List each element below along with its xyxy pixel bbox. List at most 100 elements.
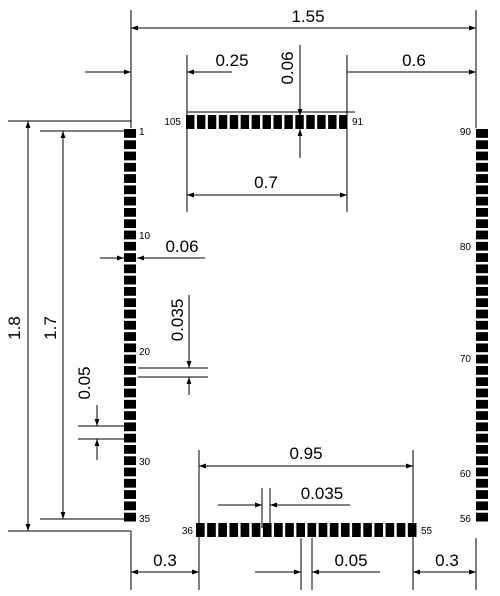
pad-bottom-6 <box>251 523 261 537</box>
pad-bottom-17 <box>374 523 384 537</box>
pad-top-15 <box>339 115 348 129</box>
pin-label-36: 36 <box>182 526 194 537</box>
pad-left-20 <box>124 343 136 353</box>
pad-bottom-15 <box>352 523 361 537</box>
pad-right-27 <box>476 422 488 432</box>
pad-bottom-13 <box>329 523 339 537</box>
pad-bottom-9 <box>285 523 294 537</box>
pad-bottom-7 <box>262 523 272 537</box>
pad-bottom-8 <box>274 523 283 537</box>
pad-right-1 <box>476 129 488 138</box>
pad-right-14 <box>476 275 488 285</box>
pad-left-21 <box>124 354 136 364</box>
pad-left-23 <box>124 377 136 387</box>
pad-left-5 <box>124 174 136 183</box>
pad-left-17 <box>124 309 136 319</box>
pad-bottom-20 <box>407 523 417 537</box>
pad-right-26 <box>476 411 488 420</box>
pad-right-30 <box>476 456 488 466</box>
dim-left-column-span: 1.7 <box>41 316 60 340</box>
dim-right-offset-top: 0.6 <box>402 51 426 70</box>
pad-bottom-10 <box>296 523 305 537</box>
pad-right-2 <box>476 140 488 150</box>
pad-right-20 <box>476 343 488 353</box>
pad-left-24 <box>124 388 136 398</box>
dim-total-height: 1.8 <box>5 316 24 340</box>
pad-left-22 <box>124 366 136 375</box>
pad-right-24 <box>476 388 488 398</box>
pad-right-35 <box>476 512 488 522</box>
pad-bottom-16 <box>363 523 372 537</box>
pad-bottom-11 <box>307 523 317 537</box>
pin-label-30: 30 <box>139 457 151 468</box>
dim-pad-gap: 0.035 <box>168 299 187 342</box>
pad-left-15 <box>124 287 136 296</box>
pad-left-35 <box>124 512 136 522</box>
pad-right-29 <box>476 445 488 454</box>
dim-pad-length-top: 0.06 <box>278 51 297 84</box>
pad-left-33 <box>124 490 136 499</box>
pad-left-2 <box>124 140 136 150</box>
pin-label-80: 80 <box>460 242 472 253</box>
pad-right-8 <box>476 208 488 217</box>
pad-top-5 <box>229 115 239 129</box>
pad-left-7 <box>124 196 136 206</box>
dim-right-offset-bottom: 0.3 <box>435 551 459 570</box>
pad-right-6 <box>476 185 488 195</box>
pad-left-6 <box>124 185 136 195</box>
pad-array <box>124 115 488 537</box>
pin-label-35: 35 <box>139 514 151 525</box>
dim-pad-gap-bottom: 0.035 <box>301 484 344 503</box>
pad-left-29 <box>124 445 136 454</box>
dim-total-width: 1.55 <box>291 7 324 26</box>
dimension-values: 1.55 0.25 0.06 0.6 0.7 0.06 0.035 1.8 1.… <box>5 7 459 570</box>
pad-left-11 <box>124 241 136 251</box>
pad-left-12 <box>124 253 136 262</box>
pad-left-26 <box>124 411 136 420</box>
pad-right-15 <box>476 287 488 296</box>
pad-bottom-18 <box>385 523 395 537</box>
pad-left-19 <box>124 332 136 341</box>
pad-right-7 <box>476 196 488 206</box>
pad-top-2 <box>196 115 206 129</box>
pad-left-30 <box>124 456 136 466</box>
pad-bottom-2 <box>207 523 216 537</box>
dimension-lines <box>25 25 476 575</box>
dim-bottom-row-span: 0.95 <box>289 444 322 463</box>
pad-left-1 <box>124 129 136 138</box>
dim-top-row-span: 0.7 <box>254 173 278 192</box>
pad-left-10 <box>124 230 136 240</box>
pad-right-33 <box>476 490 488 499</box>
pad-top-4 <box>218 115 228 129</box>
pad-left-8 <box>124 208 136 217</box>
pad-right-32 <box>476 478 488 488</box>
pad-bottom-4 <box>229 523 239 537</box>
pad-left-4 <box>124 162 136 172</box>
pad-left-3 <box>124 151 136 161</box>
dim-left-offset-top: 0.25 <box>215 51 248 70</box>
dim-pad-width: 0.06 <box>165 237 198 256</box>
pad-left-16 <box>124 298 136 308</box>
pin-label-55: 55 <box>421 526 433 537</box>
pin-label-10: 10 <box>139 231 151 242</box>
pad-bottom-14 <box>340 523 350 537</box>
pad-top-1 <box>186 115 195 129</box>
pad-top-9 <box>273 115 282 129</box>
pad-left-18 <box>124 320 136 330</box>
pin-label-105: 105 <box>164 117 181 128</box>
pad-top-14 <box>328 115 337 129</box>
pad-left-9 <box>124 219 136 229</box>
pad-right-19 <box>476 332 488 341</box>
pin-label-20: 20 <box>139 347 151 358</box>
pad-left-27 <box>124 422 136 432</box>
pin-labels: 1 10 20 30 35 36 55 56 60 70 80 90 91 10… <box>139 117 471 537</box>
pad-left-14 <box>124 275 136 285</box>
pad-left-34 <box>124 501 136 511</box>
pad-top-6 <box>240 115 250 129</box>
pad-left-32 <box>124 478 136 488</box>
pad-left-25 <box>124 399 136 409</box>
pad-top-11 <box>295 115 304 129</box>
pad-left-28 <box>124 433 136 443</box>
pin-label-1: 1 <box>139 127 145 138</box>
